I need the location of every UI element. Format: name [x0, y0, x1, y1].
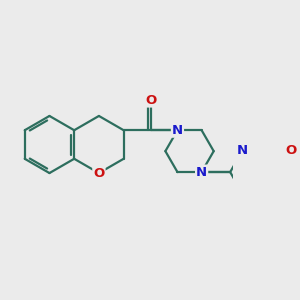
Text: N: N — [237, 144, 248, 157]
Text: N: N — [172, 124, 183, 137]
Text: O: O — [93, 167, 104, 180]
Text: O: O — [146, 94, 157, 106]
Text: O: O — [286, 144, 297, 157]
Text: N: N — [196, 166, 207, 178]
